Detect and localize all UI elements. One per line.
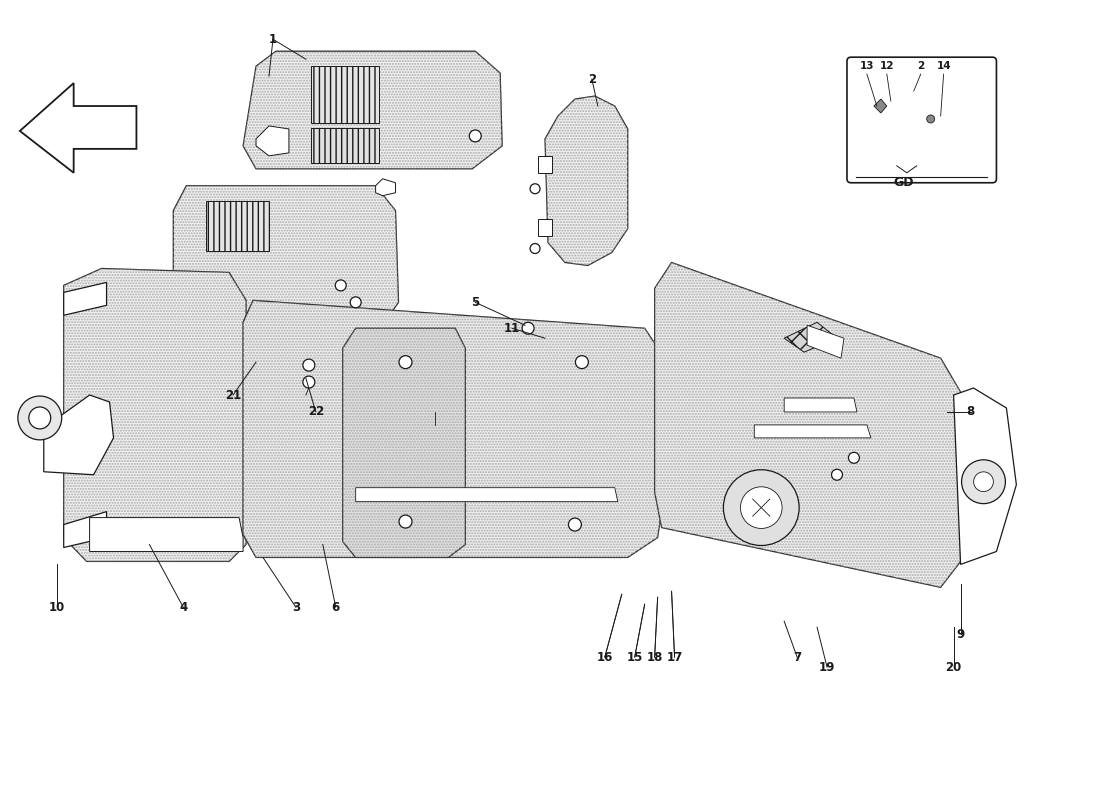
- Text: 16: 16: [596, 650, 613, 664]
- Text: 21: 21: [226, 389, 241, 402]
- Polygon shape: [755, 425, 871, 438]
- Polygon shape: [887, 73, 924, 173]
- Text: 3: 3: [292, 601, 300, 614]
- Text: 5: 5: [471, 296, 480, 309]
- FancyBboxPatch shape: [847, 57, 997, 182]
- Text: 9: 9: [956, 628, 965, 641]
- Text: 7: 7: [793, 650, 801, 664]
- Polygon shape: [174, 186, 398, 326]
- Text: 1: 1: [268, 33, 277, 46]
- Circle shape: [336, 280, 346, 291]
- Polygon shape: [311, 66, 378, 123]
- Text: 18: 18: [647, 650, 663, 664]
- Text: 12: 12: [880, 61, 894, 71]
- Circle shape: [18, 396, 62, 440]
- Polygon shape: [243, 51, 503, 169]
- Polygon shape: [64, 512, 107, 547]
- Text: eurospartes: eurospartes: [526, 336, 714, 364]
- Circle shape: [974, 472, 993, 491]
- Circle shape: [832, 470, 843, 480]
- Polygon shape: [544, 96, 628, 266]
- Circle shape: [29, 407, 51, 429]
- Polygon shape: [64, 282, 107, 315]
- Polygon shape: [20, 83, 136, 173]
- Circle shape: [530, 243, 540, 254]
- Text: 6: 6: [331, 601, 340, 614]
- Circle shape: [848, 452, 859, 463]
- Text: 20: 20: [946, 661, 961, 674]
- Text: 15: 15: [627, 650, 642, 664]
- Polygon shape: [375, 178, 396, 196]
- Text: 2: 2: [917, 61, 924, 71]
- Polygon shape: [206, 201, 270, 250]
- Circle shape: [569, 518, 582, 531]
- Text: 17: 17: [667, 650, 683, 664]
- Circle shape: [926, 115, 935, 123]
- Polygon shape: [343, 328, 465, 558]
- Circle shape: [399, 356, 412, 369]
- Polygon shape: [538, 156, 552, 173]
- Polygon shape: [538, 218, 552, 235]
- Polygon shape: [64, 269, 246, 562]
- Text: 8: 8: [967, 406, 975, 418]
- Circle shape: [740, 486, 782, 529]
- Polygon shape: [784, 398, 857, 412]
- Text: 14: 14: [936, 61, 950, 71]
- Circle shape: [530, 184, 540, 194]
- Polygon shape: [654, 262, 960, 587]
- Polygon shape: [256, 126, 289, 156]
- Polygon shape: [44, 395, 113, 474]
- Circle shape: [961, 460, 1005, 504]
- Circle shape: [302, 359, 315, 371]
- Text: 4: 4: [179, 601, 187, 614]
- Text: 2: 2: [587, 73, 596, 86]
- Polygon shape: [873, 99, 887, 113]
- Text: 19: 19: [818, 661, 835, 674]
- Polygon shape: [243, 300, 672, 558]
- Text: 11: 11: [504, 322, 520, 334]
- Circle shape: [350, 297, 361, 308]
- Circle shape: [470, 130, 481, 142]
- Polygon shape: [89, 518, 243, 551]
- Text: eurospartes: eurospartes: [156, 366, 345, 394]
- Polygon shape: [355, 488, 618, 502]
- Polygon shape: [807, 326, 844, 358]
- Text: 10: 10: [48, 601, 65, 614]
- Circle shape: [399, 515, 412, 528]
- Text: 22: 22: [308, 406, 323, 418]
- Circle shape: [522, 322, 535, 334]
- Circle shape: [302, 376, 315, 388]
- Text: GD: GD: [893, 176, 914, 190]
- Text: 13: 13: [859, 61, 874, 71]
- Polygon shape: [954, 388, 1016, 565]
- Polygon shape: [784, 322, 837, 352]
- Polygon shape: [311, 128, 378, 163]
- Circle shape: [575, 356, 589, 369]
- Circle shape: [724, 470, 799, 546]
